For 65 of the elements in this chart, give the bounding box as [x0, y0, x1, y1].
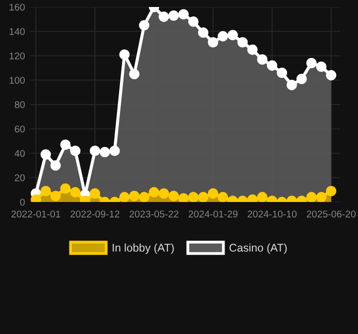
- point: [70, 187, 80, 198]
- point: [326, 186, 336, 196]
- point: [50, 160, 61, 171]
- point: [296, 74, 307, 84]
- point: [50, 190, 61, 202]
- point: [306, 58, 317, 68]
- y-tick-label: 80: [14, 101, 25, 108]
- point: [70, 146, 80, 156]
- point: [208, 37, 218, 48]
- point: [178, 9, 189, 20]
- point: [237, 37, 248, 48]
- point: [60, 140, 71, 150]
- point: [316, 192, 327, 202]
- point: [266, 60, 278, 71]
- point: [276, 68, 288, 78]
- point: [228, 30, 238, 40]
- point: [60, 183, 71, 194]
- x-tick-label: 2022-09-12: [70, 210, 120, 218]
- point: [129, 190, 140, 202]
- y-tick-label: 60: [14, 126, 25, 132]
- y-tick-label: 120: [10, 52, 25, 60]
- y-tick-label: 160: [10, 4, 25, 11]
- point: [178, 193, 189, 202]
- y-tick-label: 140: [10, 28, 25, 35]
- point: [208, 188, 218, 199]
- point: [257, 54, 268, 65]
- x-tick-label: 2025-06-20: [306, 210, 356, 218]
- point: [168, 10, 179, 21]
- point: [100, 146, 110, 158]
- point: [168, 190, 179, 202]
- legend-label: Casino (AT): [230, 244, 287, 254]
- point: [90, 146, 100, 156]
- legend-label: In lobby (AT): [112, 244, 174, 254]
- x-tick-label: 2023-05-22: [130, 210, 178, 218]
- y-tick-label: 20: [14, 174, 25, 182]
- point: [218, 192, 228, 202]
- point: [119, 49, 130, 60]
- x-tick-label: 2024-01-29: [188, 210, 238, 218]
- point: [119, 192, 130, 202]
- point: [188, 16, 199, 27]
- point: [90, 188, 100, 199]
- point: [158, 188, 170, 199]
- point: [198, 192, 208, 202]
- point: [109, 146, 120, 156]
- point: [40, 149, 51, 160]
- point: [148, 187, 160, 198]
- y-tick-label: 0: [20, 198, 25, 206]
- point: [316, 62, 327, 72]
- point: [286, 80, 297, 90]
- point: [326, 70, 336, 80]
- y-tick-label: 40: [14, 150, 25, 157]
- point: [138, 192, 150, 202]
- x-tick-label: 2022-01-01: [12, 210, 60, 218]
- point: [198, 27, 208, 38]
- point: [247, 44, 258, 55]
- point: [158, 12, 170, 22]
- point: [188, 192, 199, 202]
- y-tick-label: 100: [10, 76, 25, 84]
- point: [306, 192, 317, 202]
- point: [218, 31, 228, 42]
- point: [257, 192, 268, 202]
- point: [138, 20, 150, 30]
- point: [129, 68, 140, 80]
- point: [40, 186, 51, 196]
- x-tick-label: 2024-10-10: [248, 210, 297, 218]
